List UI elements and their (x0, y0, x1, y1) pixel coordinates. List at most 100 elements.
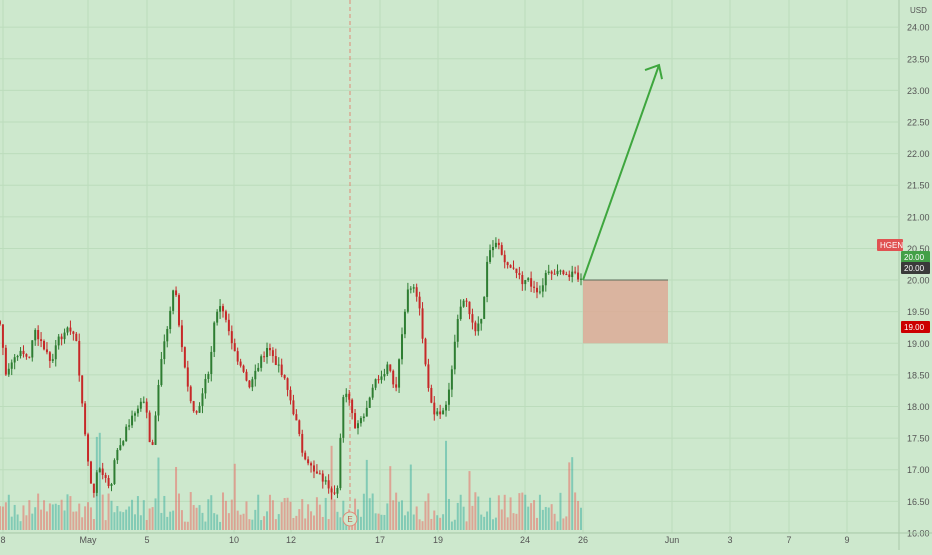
candle-body[interactable] (383, 373, 386, 377)
candle-body[interactable] (172, 290, 175, 311)
candle-body[interactable] (427, 364, 430, 388)
candle-body[interactable] (125, 426, 128, 442)
candle-body[interactable] (333, 492, 336, 494)
candle-body[interactable] (342, 397, 345, 438)
candle-body[interactable] (348, 393, 351, 400)
candle-body[interactable] (327, 480, 330, 489)
candle-body[interactable] (553, 273, 556, 275)
candle-body[interactable] (318, 473, 321, 475)
candle-body[interactable] (480, 318, 483, 324)
candle-body[interactable] (283, 375, 286, 379)
candle-body[interactable] (321, 473, 324, 482)
candle-body[interactable] (142, 401, 145, 403)
candle-body[interactable] (577, 272, 580, 280)
candle-body[interactable] (351, 399, 354, 414)
candle-body[interactable] (128, 425, 131, 427)
candle-body[interactable] (491, 247, 494, 251)
candle-body[interactable] (421, 308, 424, 339)
candle-body[interactable] (37, 330, 40, 340)
candle-body[interactable] (160, 359, 163, 386)
candle-body[interactable] (51, 359, 54, 361)
candle-body[interactable] (216, 311, 219, 323)
candle-body[interactable] (263, 356, 266, 358)
candle-body[interactable] (63, 332, 66, 340)
candle-body[interactable] (34, 330, 37, 341)
candle-body[interactable] (392, 370, 395, 385)
candle-body[interactable] (380, 376, 383, 380)
candle-body[interactable] (119, 445, 122, 450)
candle-body[interactable] (512, 267, 515, 269)
candle-body[interactable] (4, 347, 7, 375)
candle-body[interactable] (169, 310, 172, 329)
candle-body[interactable] (530, 278, 533, 287)
candle-body[interactable] (104, 474, 107, 478)
candle-body[interactable] (242, 365, 245, 372)
candle-body[interactable] (535, 287, 538, 293)
candle-body[interactable] (412, 287, 415, 289)
candle-body[interactable] (43, 341, 46, 350)
candle-body[interactable] (556, 270, 559, 275)
candle-body[interactable] (424, 338, 427, 365)
candle-body[interactable] (22, 350, 25, 355)
candle-body[interactable] (509, 265, 512, 268)
candle-body[interactable] (565, 274, 568, 276)
candle-body[interactable] (500, 245, 503, 255)
drawings[interactable]: E (342, 63, 668, 527)
candle-body[interactable] (13, 357, 16, 363)
candle-body[interactable] (442, 410, 445, 415)
candle-body[interactable] (254, 370, 257, 380)
candle-body[interactable] (362, 416, 365, 419)
candle-body[interactable] (295, 414, 298, 421)
candle-body[interactable] (163, 341, 166, 360)
candle-body[interactable] (403, 311, 406, 335)
candle-body[interactable] (568, 274, 571, 278)
candle-body[interactable] (10, 362, 13, 369)
candle-body[interactable] (580, 278, 582, 280)
candle-body[interactable] (78, 340, 81, 376)
candle-body[interactable] (75, 333, 78, 341)
candle-body[interactable] (368, 397, 371, 408)
candle-body[interactable] (139, 401, 142, 409)
candle-body[interactable] (245, 371, 248, 381)
candle-body[interactable] (213, 322, 216, 352)
candle-body[interactable] (92, 483, 95, 493)
candle-body[interactable] (477, 323, 480, 332)
candle-body[interactable] (447, 389, 450, 405)
candle-body[interactable] (310, 463, 313, 466)
candle-body[interactable] (233, 343, 236, 352)
candle-body[interactable] (533, 286, 536, 288)
candle-body[interactable] (81, 375, 84, 404)
candle-body[interactable] (456, 319, 459, 342)
candle-body[interactable] (433, 402, 436, 415)
candle-body[interactable] (506, 262, 509, 266)
candle-body[interactable] (345, 393, 348, 398)
candle-body[interactable] (307, 459, 310, 464)
candle-body[interactable] (45, 349, 48, 353)
candle-body[interactable] (436, 411, 439, 415)
candle-body[interactable] (166, 328, 169, 342)
candle-body[interactable] (304, 452, 307, 460)
candle-body[interactable] (527, 278, 530, 281)
candle-body[interactable] (183, 347, 186, 368)
candle-body[interactable] (483, 296, 486, 319)
candle-body[interactable] (486, 261, 489, 297)
candle-body[interactable] (374, 379, 377, 388)
candle-body[interactable] (60, 336, 63, 340)
candle-body[interactable] (544, 272, 547, 286)
candle-body[interactable] (430, 387, 433, 403)
candle-body[interactable] (84, 403, 87, 435)
candle-body[interactable] (136, 408, 139, 414)
candle-body[interactable] (324, 480, 327, 482)
candle-body[interactable] (192, 401, 195, 412)
candle-body[interactable] (110, 484, 113, 487)
candle-body[interactable] (257, 367, 260, 371)
candle-body[interactable] (204, 378, 207, 394)
candle-body[interactable] (224, 311, 227, 320)
candle-body[interactable] (277, 364, 280, 366)
candle-body[interactable] (219, 306, 222, 312)
candle-body[interactable] (298, 420, 301, 434)
projection-arrow-line[interactable] (582, 64, 660, 281)
candle-body[interactable] (189, 386, 192, 402)
